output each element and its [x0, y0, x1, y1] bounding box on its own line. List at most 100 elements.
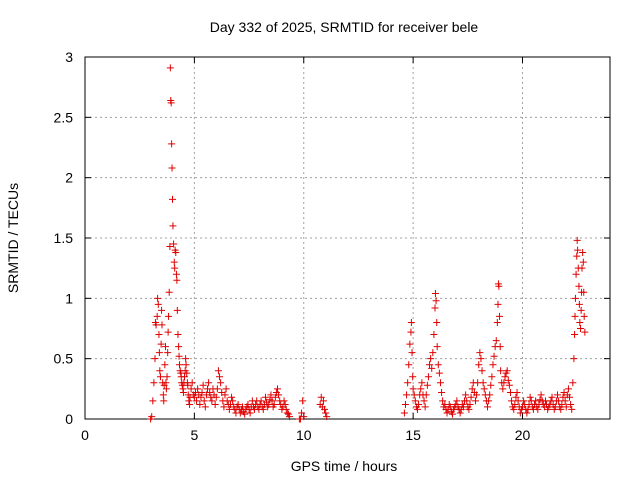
data-point: [428, 364, 436, 372]
data-point: [431, 290, 439, 298]
data-point: [466, 401, 474, 409]
data-point: [499, 385, 507, 393]
data-point: [198, 388, 206, 396]
data-point: [432, 297, 440, 305]
data-point: [508, 397, 516, 405]
data-point: [433, 343, 441, 351]
y-tick-label: 0.5: [54, 351, 74, 367]
data-point: [194, 385, 202, 393]
data-point: [205, 379, 213, 387]
data-point: [283, 409, 291, 417]
data-point: [150, 379, 158, 387]
data-point: [401, 401, 409, 409]
data-point: [408, 349, 416, 357]
data-point: [523, 409, 531, 417]
data-point: [477, 355, 485, 363]
data-point: [415, 401, 423, 409]
data-point: [193, 397, 201, 405]
data-point: [478, 367, 486, 375]
data-point: [157, 340, 165, 348]
data-point: [403, 391, 411, 399]
data-point: [168, 140, 176, 148]
data-point: [561, 397, 569, 405]
data-point: [229, 397, 237, 405]
data-point: [169, 195, 176, 203]
data-point: [487, 381, 495, 389]
data-point: [299, 397, 307, 405]
data-point: [317, 393, 325, 401]
data-point: [480, 385, 488, 393]
data-point: [566, 393, 574, 401]
data-point: [449, 410, 456, 418]
data-point: [214, 367, 222, 375]
data-point: [201, 403, 209, 411]
data-point: [574, 246, 582, 254]
data-point: [443, 409, 451, 417]
data-point: [280, 397, 288, 405]
data-point: [479, 379, 487, 387]
data-point: [167, 99, 175, 107]
data-point: [164, 349, 172, 357]
data-point: [568, 405, 576, 413]
data-point: [323, 413, 331, 421]
data-point: [404, 379, 412, 387]
data-point: [559, 393, 567, 401]
data-point: [484, 403, 491, 411]
data-point: [501, 373, 509, 381]
data-point: [435, 369, 443, 377]
data-point: [407, 328, 415, 336]
data-point: [572, 270, 580, 278]
data-point: [492, 337, 500, 345]
data-point: [579, 258, 587, 266]
y-tick-label: 2.5: [54, 109, 74, 125]
data-point: [516, 409, 524, 417]
data-point: [570, 355, 578, 363]
chart-title: Day 332 of 2025, SRMTID for receiver bel…: [210, 19, 479, 35]
data-point: [281, 401, 289, 409]
data-point: [171, 264, 179, 272]
data-point: [423, 381, 431, 389]
data-point: [579, 248, 587, 256]
data-point: [429, 349, 437, 357]
data-point: [475, 361, 483, 369]
data-point: [321, 405, 329, 413]
x-tick-label: 20: [515, 427, 531, 443]
data-point: [490, 352, 498, 360]
data-point: [555, 397, 563, 405]
data-point: [576, 325, 584, 332]
grid-lines: [85, 57, 610, 419]
data-point: [497, 367, 505, 375]
data-point: [182, 355, 190, 363]
data-point: [576, 318, 584, 326]
data-point: [322, 409, 330, 417]
data-point: [206, 388, 214, 396]
data-point: [577, 306, 585, 314]
data-point: [217, 379, 225, 387]
data-point: [211, 401, 219, 409]
data-point: [426, 361, 434, 369]
data-point: [162, 385, 170, 393]
data-point: [149, 397, 157, 405]
data-point: [571, 294, 579, 302]
data-point: [190, 393, 198, 401]
data-point: [270, 401, 278, 409]
data-point: [199, 381, 207, 389]
data-point: [417, 385, 425, 393]
x-tick-label: 10: [296, 427, 312, 443]
data-point: [156, 367, 164, 375]
data-point: [184, 381, 192, 389]
data-point: [409, 373, 417, 381]
data-point: [473, 391, 481, 399]
data-point: [414, 405, 421, 413]
data-point: [156, 373, 164, 381]
data-point: [151, 355, 159, 363]
data-point: [411, 397, 419, 405]
data-point: [164, 328, 172, 336]
data-point: [162, 343, 169, 351]
data-point: [208, 397, 216, 405]
data-point: [187, 385, 195, 393]
data-point: [183, 369, 191, 377]
data-point: [569, 379, 577, 387]
data-point: [170, 258, 178, 266]
